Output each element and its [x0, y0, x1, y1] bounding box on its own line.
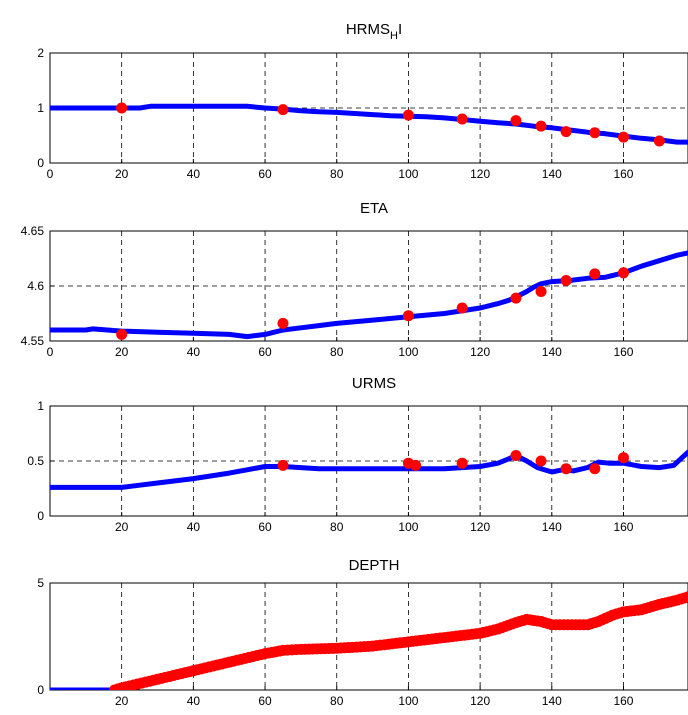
- x-tick-label: 0: [47, 167, 54, 181]
- x-tick-label: 0: [47, 345, 54, 359]
- data-point: [456, 457, 468, 469]
- data-point: [535, 120, 547, 132]
- subplot-title: ETA: [360, 200, 388, 217]
- x-tick-label: 120: [470, 694, 490, 708]
- x-tick-label: 100: [398, 520, 418, 534]
- x-tick-label: 160: [613, 167, 633, 181]
- x-tick-label: 40: [187, 520, 201, 534]
- x-tick-label: 80: [330, 345, 344, 359]
- data-point: [402, 109, 414, 121]
- x-tick-label: 60: [258, 694, 272, 708]
- data-point: [277, 104, 289, 116]
- data-point: [535, 286, 547, 297]
- y-tick-label: 1: [37, 399, 44, 413]
- x-tick-label: 80: [330, 694, 344, 708]
- data-point: [589, 463, 601, 475]
- x-tick-label: 80: [330, 167, 344, 181]
- y-tick-label: 0: [37, 683, 44, 697]
- x-tick-label: 60: [258, 345, 272, 359]
- data-point: [682, 591, 688, 603]
- series-group: [50, 449, 688, 490]
- x-tick-label: 20: [115, 694, 129, 708]
- subplot-4: 20 40 60 80 100 120 140 160 0 5 DEPTH: [37, 557, 688, 708]
- title-subscript: H: [390, 30, 398, 42]
- x-tick-label: 20: [115, 167, 129, 181]
- y-tick-label: 4.6: [27, 279, 44, 293]
- data-point: [402, 310, 414, 322]
- data-point: [456, 113, 468, 125]
- data-point: [277, 459, 289, 471]
- series-line: [50, 449, 688, 490]
- title-main: URMS: [352, 375, 396, 392]
- x-tick-label: 160: [613, 345, 633, 359]
- data-point: [589, 127, 601, 139]
- title-suffix: I: [398, 21, 402, 38]
- plot-area: [49, 582, 688, 691]
- subplot-title: URMS: [352, 375, 396, 392]
- subplot-1: 0 20 40 60 80 100 120 140 160 0 1 2 HRMSHI: [37, 21, 688, 181]
- title-main: ETA: [360, 200, 388, 217]
- x-tick-label: 20: [115, 345, 129, 359]
- series-group: [50, 250, 688, 340]
- y-tick-label: 4.65: [21, 224, 45, 238]
- data-point: [510, 115, 522, 127]
- data-point: [617, 267, 629, 279]
- data-point: [617, 131, 629, 143]
- series-group: [50, 591, 688, 690]
- y-tick-label: 0: [37, 509, 44, 523]
- data-point: [560, 463, 572, 475]
- subplot-title: HRMSHI: [346, 21, 402, 42]
- x-tick-label: 40: [187, 345, 201, 359]
- y-tick-label: 2: [37, 46, 44, 60]
- x-tick-label: 100: [398, 345, 418, 359]
- x-tick-label: 160: [613, 520, 633, 534]
- x-tick-label: 80: [330, 520, 344, 534]
- data-point: [116, 328, 128, 340]
- x-tick-label: 100: [398, 694, 418, 708]
- title-main: HRMS: [346, 21, 390, 38]
- x-tick-label: 160: [613, 694, 633, 708]
- data-point: [535, 455, 547, 467]
- series-group: [50, 102, 688, 147]
- x-tick-label: 100: [398, 167, 418, 181]
- subplot-title: DEPTH: [349, 557, 400, 574]
- y-tick-label: 4.55: [21, 334, 45, 348]
- data-point: [510, 450, 522, 461]
- subplot-3: 20 40 60 80 100 120 140 160 0 0.5 1 URMS: [27, 375, 688, 534]
- data-point: [589, 268, 601, 280]
- x-tick-label: 60: [258, 520, 272, 534]
- title-main: DEPTH: [349, 557, 400, 574]
- x-tick-label: 140: [542, 167, 562, 181]
- subplot-2: 0 20 40 60 80 100 120 140 160 4.55 4.6 4.65 ETA: [21, 200, 688, 359]
- x-tick-label: 40: [187, 694, 201, 708]
- data-point: [510, 292, 522, 304]
- data-point: [456, 302, 468, 314]
- x-tick-label: 140: [542, 520, 562, 534]
- x-tick-label: 120: [470, 520, 490, 534]
- data-point: [560, 275, 572, 286]
- data-point: [560, 126, 572, 138]
- data-point: [116, 102, 128, 114]
- data-point: [410, 459, 422, 471]
- y-tick-label: 0.5: [27, 454, 44, 468]
- x-tick-label: 120: [470, 167, 490, 181]
- y-tick-label: 5: [37, 576, 44, 590]
- x-tick-label: 140: [542, 345, 562, 359]
- data-point: [617, 452, 629, 464]
- data-point: [653, 135, 665, 147]
- x-tick-label: 140: [542, 694, 562, 708]
- y-tick-label: 0: [37, 156, 44, 170]
- x-tick-label: 60: [258, 167, 272, 181]
- x-tick-label: 20: [115, 520, 129, 534]
- data-point: [277, 317, 289, 329]
- series-line: [50, 103, 688, 145]
- y-tick-label: 1: [37, 101, 44, 115]
- x-tick-label: 40: [187, 167, 201, 181]
- x-tick-label: 120: [470, 345, 490, 359]
